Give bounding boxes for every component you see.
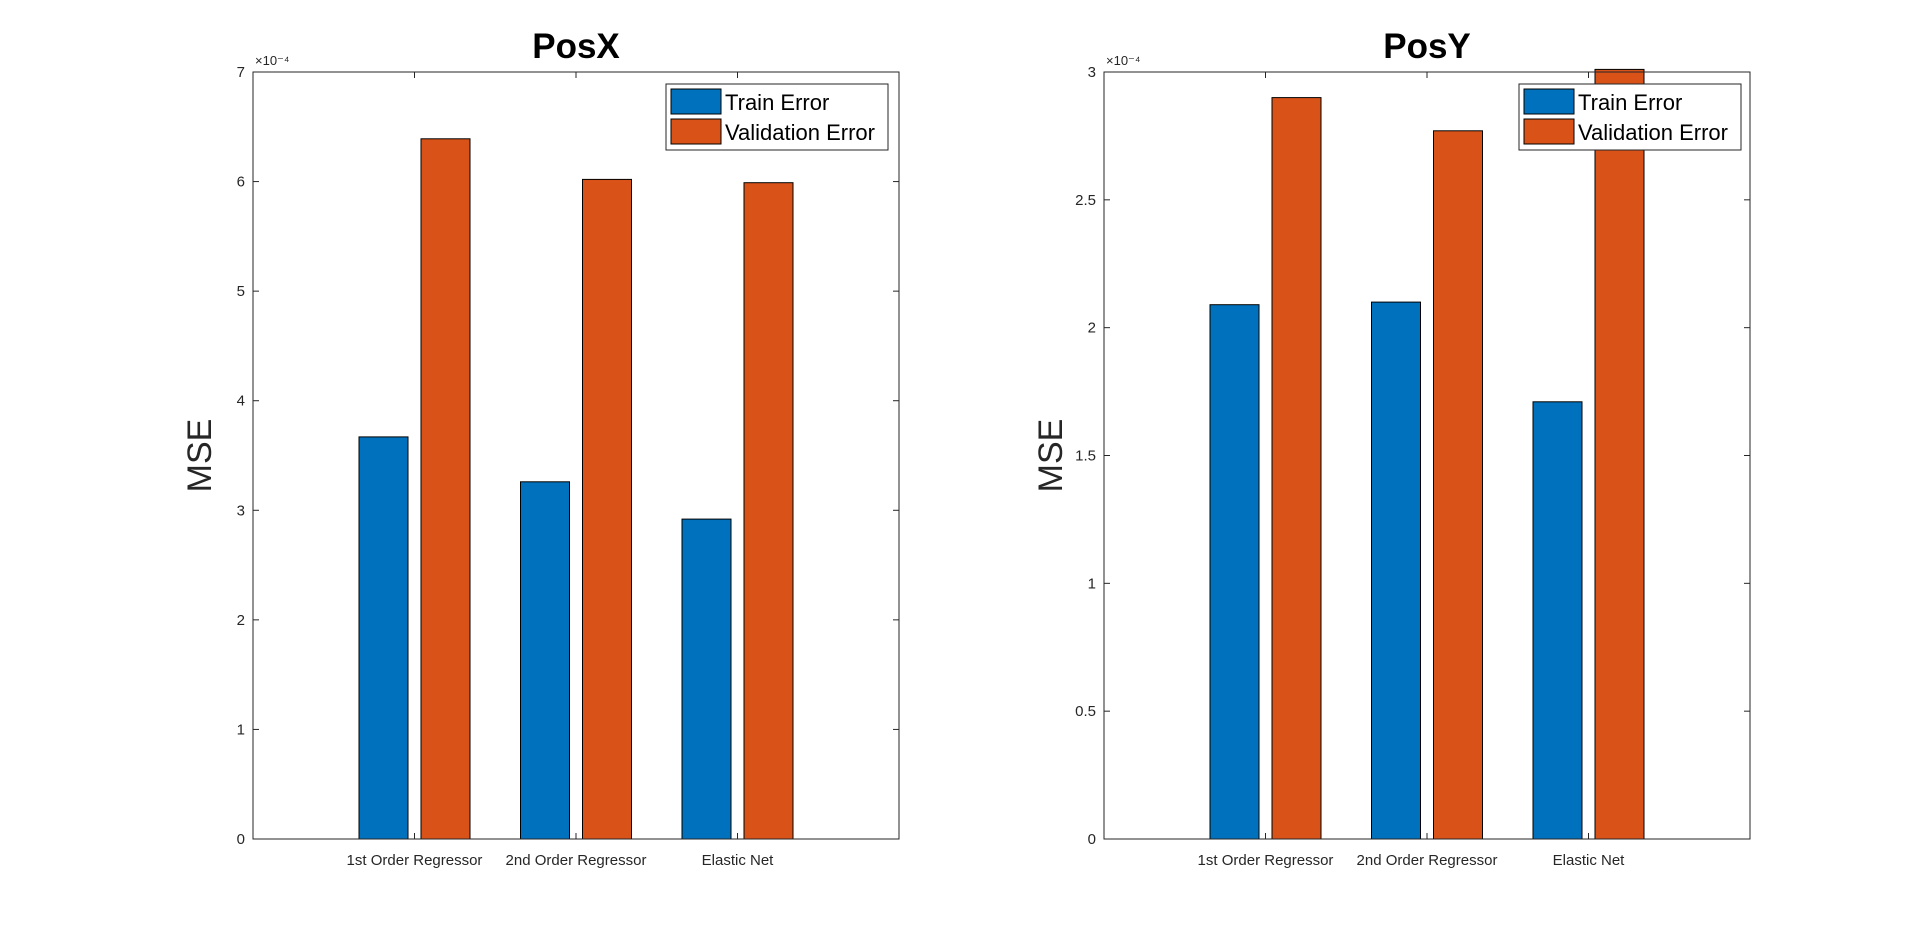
bar-validation-2 (582, 178, 632, 840)
legend-label: Validation Error (725, 120, 875, 145)
y-tick-label: 1.5 (1075, 448, 1096, 465)
y-axis-label: MSE (1032, 419, 1070, 493)
plot-area (253, 72, 899, 839)
bar-validation-2 (1433, 130, 1483, 840)
y-tick-label: 2.5 (1075, 192, 1096, 209)
legend-label: Train Error (725, 90, 829, 115)
y-tick-label: 0.5 (1075, 703, 1096, 720)
y-exponent-label: ×10⁻⁴ (255, 53, 290, 68)
x-tick-label: 1st Order Regressor (347, 852, 483, 869)
bar-train-2 (1371, 301, 1421, 840)
legend-label: Validation Error (1578, 120, 1728, 145)
bar-validation-3 (1594, 68, 1645, 840)
chart-title: PosY (1383, 27, 1471, 66)
bar-train-3 (681, 518, 732, 840)
bar-train-1 (1209, 304, 1260, 840)
bar-train-3 (1532, 401, 1583, 840)
y-tick-label: 0 (237, 831, 245, 848)
y-axis-label: MSE (181, 419, 219, 493)
y-tick-label: 6 (237, 174, 245, 191)
legend: Train Error Validation Error (665, 83, 889, 151)
legend-swatch-validation (670, 118, 722, 145)
plot-area (1104, 72, 1750, 839)
x-tick-label: 1st Order Regressor (1198, 852, 1334, 869)
x-tick-label: Elastic Net (702, 852, 775, 869)
y-tick-label: 1 (237, 721, 245, 738)
y-tick-label: 7 (237, 64, 245, 81)
y-tick-label: 2 (1088, 320, 1096, 337)
y-exponent-label: ×10⁻⁴ (1106, 53, 1141, 68)
legend-swatch-validation (1523, 118, 1575, 145)
bar-validation-3 (743, 182, 794, 840)
y-tick-label: 3 (1088, 64, 1096, 81)
bar-train-1 (358, 436, 409, 840)
legend-swatch-train (670, 88, 722, 115)
y-tick-label: 4 (237, 393, 245, 410)
chart-title: PosX (532, 27, 620, 66)
bar-validation-1 (420, 138, 471, 840)
y-tick-label: 1 (1088, 575, 1096, 592)
x-tick-label: 2nd Order Regressor (1357, 852, 1498, 869)
chart-panel-2: 0 0.5 1 1.5 2 2.5 3 1st Order Regressor 2nd Orde… (1032, 27, 1751, 869)
y-tick-label: 3 (237, 502, 245, 519)
chart-panel-1: 0 1 2 3 4 5 6 7 1st Order Regressor 2nd Order Reg… (181, 27, 900, 869)
legend-label: Train Error (1578, 90, 1682, 115)
y-tick-label: 0 (1088, 831, 1096, 848)
bar-train-2 (520, 481, 570, 840)
x-tick-label: 2nd Order Regressor (506, 852, 647, 869)
legend: Train Error Validation Error (1518, 83, 1742, 151)
y-tick-label: 5 (237, 283, 245, 300)
y-tick-label: 2 (237, 612, 245, 629)
x-tick-label: Elastic Net (1553, 852, 1626, 869)
legend-swatch-train (1523, 88, 1575, 115)
bar-validation-1 (1271, 97, 1322, 840)
